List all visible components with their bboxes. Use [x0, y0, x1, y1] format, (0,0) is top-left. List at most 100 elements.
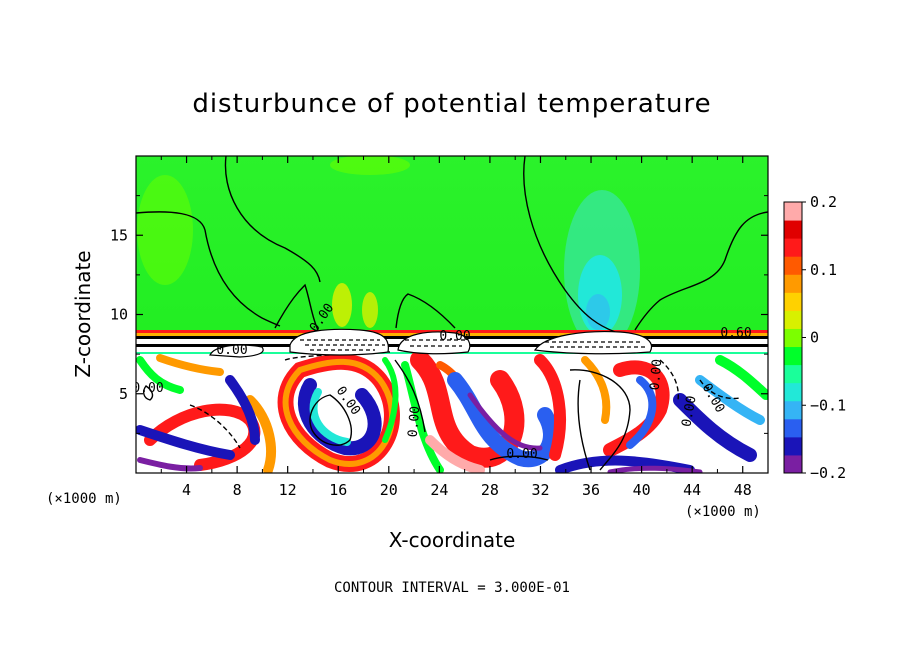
x-tick-label: 8 [233, 481, 242, 499]
contour-lower-8 [189, 404, 241, 449]
contour-label: 0.00 [406, 405, 424, 438]
colorbar-swatch [784, 274, 802, 293]
x-tick-label: 40 [633, 481, 651, 499]
colorbar-swatch [784, 436, 802, 456]
anomaly-cyan-center [586, 294, 610, 330]
colorbar-swatch [784, 238, 802, 257]
contour-label-group: 0.000.000.000.000.000.000.000.000.600.00… [132, 301, 752, 462]
swirl-cyan [309, 388, 351, 446]
swirl-left-blue [136, 425, 235, 460]
contour-label: 0.00 [648, 358, 666, 391]
anomaly-yellow-2 [362, 292, 378, 328]
colorbar-tick-label: −0.2 [810, 464, 846, 482]
contour-upper-far-right [634, 211, 768, 331]
swirl-left-purple [137, 457, 203, 472]
contour-upper-right [523, 156, 616, 333]
colorbar-swatch [784, 256, 802, 275]
contour-lower-2 [394, 359, 426, 433]
contour-upper-left [136, 211, 281, 327]
contour-bump-2 [395, 293, 456, 329]
chart-title: disturbunce of potential temperature [192, 89, 711, 119]
colorbar-swatch [784, 310, 802, 329]
blob-hatch-1 [300, 339, 385, 351]
blob-3 [533, 331, 652, 355]
colorbar: 0.2 0.1 0 −0.1 −0.2 [783, 193, 846, 482]
contour-lower-10 [659, 359, 679, 401]
swirl-right-blue-2 [673, 393, 757, 462]
swirl-orange [282, 358, 395, 467]
colorbar-swatch [784, 202, 802, 221]
anomaly-lime-top [330, 156, 410, 175]
colorbar-tick-label: −0.1 [810, 396, 846, 414]
swirl-purple [467, 392, 543, 451]
y-tick-label: 5 [119, 385, 128, 403]
x-unit-left: (×1000 m) [46, 491, 122, 507]
swirl-mid-blue [225, 375, 260, 445]
contour-lower-5 [309, 394, 352, 446]
colorbar-swatch [784, 382, 802, 402]
anomaly-lime-left [137, 175, 193, 285]
swirl-mid-green [382, 357, 399, 443]
x-tick-label: 24 [430, 481, 448, 499]
colorbar-swatch [784, 346, 802, 366]
swirl-blue-2 [447, 372, 559, 468]
swirl-bottom-purple [607, 465, 703, 473]
contour-lower-9 [489, 455, 549, 461]
y-tick-label: 15 [110, 226, 128, 244]
blob-2 [397, 331, 471, 355]
colorbar-swatch [784, 454, 802, 474]
contour-label: 0.00 [439, 329, 470, 344]
swirl-mid-lightred [425, 435, 485, 473]
colorbar-swatch [784, 364, 802, 384]
lower-swirls [136, 350, 768, 473]
swirl-red-2 [410, 350, 525, 468]
x-tick-label: 28 [481, 481, 499, 499]
contour-lines [136, 156, 768, 471]
swirl-right-red [603, 360, 670, 457]
contour-lower-3 [569, 369, 631, 471]
y-tick-label: 10 [110, 306, 128, 324]
x-tick-label: 20 [380, 481, 398, 499]
colorbar-tick-label: 0.1 [810, 261, 837, 279]
swirl-blue [298, 378, 382, 456]
x-ticks: 4 8 12 16 20 24 28 32 36 40 44 48 [160, 156, 752, 499]
swirl-right-cyan [695, 375, 765, 425]
contour-upper-mid [224, 156, 321, 283]
contour-label: 0.00 [506, 447, 537, 462]
x-tick-label: 44 [683, 481, 701, 499]
swirl-right-blue [626, 376, 657, 449]
colorbar-tick-label: 0 [810, 329, 819, 347]
contour-interval-note: CONTOUR INTERVAL = 3.000E-01 [334, 580, 570, 596]
colorbar-swatch [784, 400, 802, 420]
x-tick-label: 48 [734, 481, 752, 499]
contour-lower-6 [699, 379, 741, 400]
y-ticks: 5 10 15 [110, 195, 768, 434]
swirl-left-green [136, 356, 184, 394]
blob-1 [289, 328, 389, 356]
swirl-left-orange [156, 354, 224, 376]
x-axis-label: X-coordinate [389, 528, 516, 552]
colorbar-swatch [784, 418, 802, 438]
swirl-mid-red [534, 354, 566, 461]
contour-lower-7 [142, 385, 154, 401]
x-unit-right: (×1000 m) [685, 504, 761, 520]
x-tick-label: 32 [531, 481, 549, 499]
x-tick-label: 36 [582, 481, 600, 499]
upper-field [136, 156, 768, 334]
swirl-right-green [715, 355, 768, 400]
contour-lower-4 [577, 379, 591, 471]
x-tick-label: 4 [182, 481, 191, 499]
colorbar-swatch [784, 328, 802, 348]
band-red [136, 330, 768, 333]
anomaly-yellow-1 [332, 283, 352, 327]
colorbar-swatch [784, 292, 802, 311]
swirl-right-orange [581, 356, 611, 424]
colorbar-swatch [784, 220, 802, 239]
contour-label: 0.00 [216, 343, 247, 358]
contour-bump-1 [274, 283, 319, 331]
swirl-mid-orange [245, 395, 276, 473]
blob-hatch-2 [405, 339, 465, 347]
contour-label: 0.00 [132, 381, 163, 396]
x-tick-label: 12 [279, 481, 297, 499]
